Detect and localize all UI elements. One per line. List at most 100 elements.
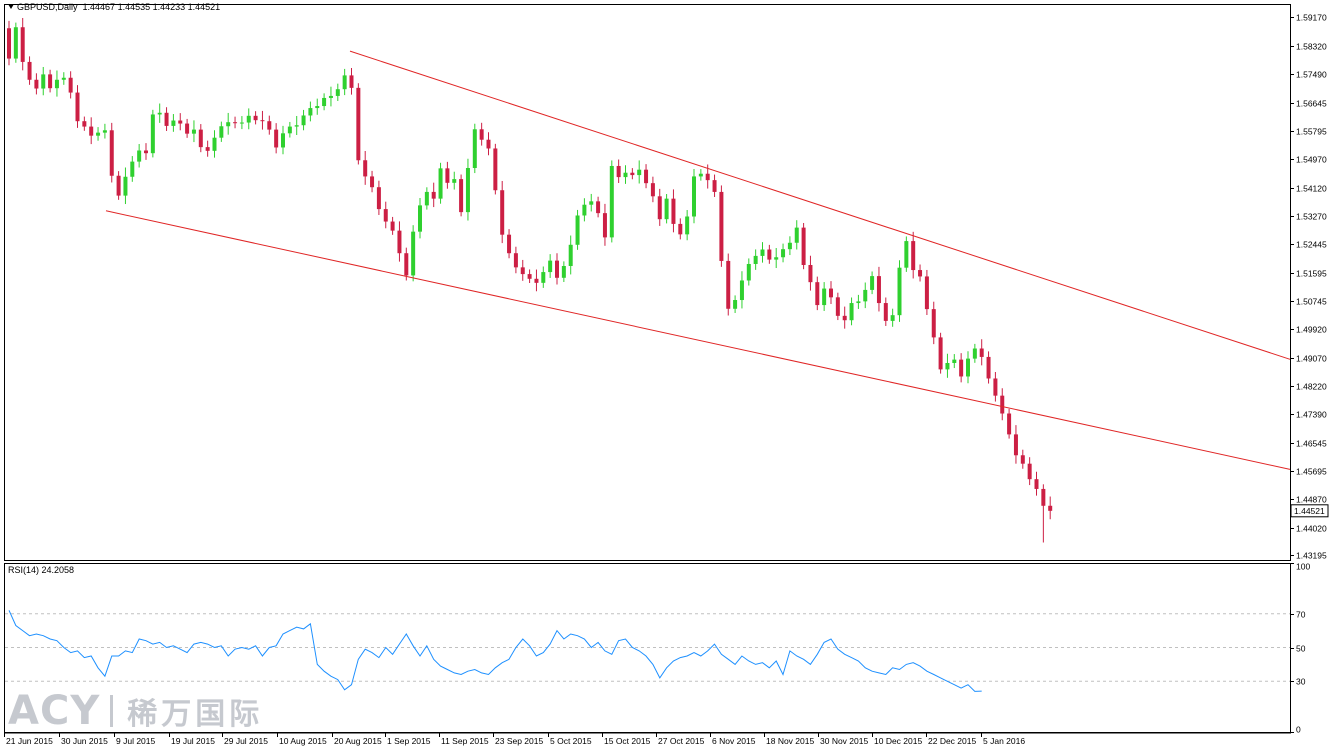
candle <box>979 339 984 366</box>
candle-body <box>287 126 292 134</box>
candle-body <box>137 150 142 162</box>
price-tick-label: 1.52445 <box>1296 240 1327 250</box>
candle <box>89 117 94 145</box>
candle-body <box>986 356 991 379</box>
rsi-line-group <box>8 610 982 692</box>
candle <box>890 308 895 327</box>
candle <box>904 236 909 272</box>
price-tick-label: 1.59170 <box>1296 13 1327 23</box>
candle-body <box>239 122 244 124</box>
candle-body <box>191 129 196 134</box>
candle <box>760 242 765 263</box>
candle <box>781 243 786 263</box>
logo-latin: ACY <box>8 688 101 734</box>
time-tick-label: 22 Dec 2015 <box>928 736 976 746</box>
candle-body <box>575 215 580 245</box>
candle-body <box>27 61 32 80</box>
candle-body <box>267 121 272 130</box>
candle <box>623 165 628 184</box>
candle-body <box>315 106 320 109</box>
collapse-triangle-icon[interactable] <box>8 4 14 9</box>
candle <box>794 220 799 250</box>
candle <box>952 354 957 369</box>
candle-body <box>253 115 258 121</box>
candle <box>356 83 361 165</box>
rsi-tick-label: 100 <box>1296 562 1310 572</box>
candle-body <box>561 266 566 278</box>
candle <box>568 235 573 275</box>
candle-body <box>527 274 532 279</box>
candle-body <box>48 74 53 89</box>
candle <box>246 108 251 130</box>
candle <box>96 127 101 141</box>
candle <box>616 159 621 183</box>
candle <box>1007 408 1012 439</box>
candle <box>349 67 354 95</box>
candle <box>753 249 758 270</box>
candle <box>575 209 580 250</box>
candle-body <box>568 244 573 267</box>
time-tick-label: 18 Nov 2015 <box>766 736 814 746</box>
candle <box>226 112 231 135</box>
candle-body <box>356 87 361 161</box>
candle-body <box>500 190 505 235</box>
candle <box>281 125 285 155</box>
candle-body <box>856 301 861 304</box>
price-tick-label: 1.44020 <box>1296 524 1327 534</box>
candle-body <box>1048 505 1053 511</box>
time-tick-label: 20 Aug 2015 <box>334 736 382 746</box>
candle-body <box>219 126 224 138</box>
candle-body <box>698 173 703 177</box>
candle-body <box>979 348 984 357</box>
channel-lines <box>105 50 1291 470</box>
candle-body <box>7 28 11 59</box>
time-tick-label: 30 Nov 2015 <box>820 736 868 746</box>
candle-body <box>233 122 238 124</box>
candle <box>561 261 566 282</box>
candle-body <box>945 362 950 370</box>
candle-body <box>507 234 512 254</box>
candle <box>479 122 484 146</box>
candle <box>68 71 73 99</box>
candle <box>650 176 655 203</box>
candle-body <box>198 129 203 148</box>
candle-body <box>602 213 607 238</box>
candle-body <box>705 173 710 181</box>
candle <box>938 332 943 374</box>
candle-body <box>246 115 251 123</box>
candle-body <box>767 249 772 260</box>
candle <box>746 258 751 286</box>
candle <box>1027 457 1032 486</box>
candle <box>308 101 313 122</box>
candle <box>739 271 744 309</box>
candle-body <box>34 79 39 89</box>
candle <box>342 68 347 96</box>
candle <box>185 118 190 138</box>
candle-body <box>61 77 66 80</box>
candle <box>82 116 87 131</box>
price-tick-label: 1.51595 <box>1296 269 1327 279</box>
candle-body <box>746 263 751 281</box>
candle-body <box>383 209 388 222</box>
candle-body <box>774 257 779 260</box>
candle <box>842 306 847 329</box>
candle <box>637 160 642 184</box>
candle-body <box>972 348 977 359</box>
channel-lower-line <box>105 210 1291 470</box>
time-tick-label: 29 Jul 2015 <box>224 736 268 746</box>
candle-body <box>911 241 916 271</box>
candle-body <box>863 289 868 302</box>
candle <box>164 107 169 131</box>
candle <box>863 282 868 309</box>
candle <box>1000 388 1005 421</box>
candle-body <box>644 169 649 184</box>
candle-body <box>185 123 190 134</box>
candle-body <box>465 168 470 213</box>
candle <box>301 109 306 131</box>
time-tick-label: 9 Jul 2015 <box>116 736 155 746</box>
candle-body <box>541 272 546 283</box>
candle <box>287 121 292 138</box>
candle <box>678 218 683 240</box>
candle <box>767 244 772 264</box>
candle-body <box>918 270 923 277</box>
